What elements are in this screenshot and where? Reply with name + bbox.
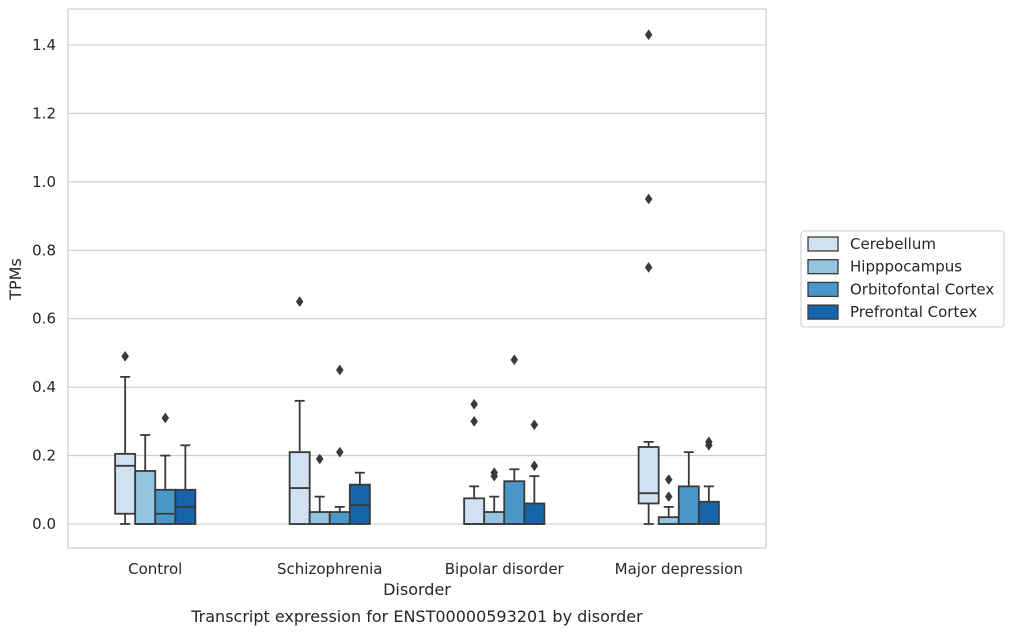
outlier-point: [530, 419, 539, 431]
outlier-point: [644, 193, 653, 205]
box-cerebellum-3: [637, 29, 660, 525]
box-prefrontal-cortex-0: [174, 444, 197, 525]
outlier-point: [121, 350, 129, 362]
legend-swatch: [807, 259, 839, 275]
outlier-point: [295, 296, 304, 308]
box-hipppocampus-0: [134, 434, 157, 525]
box-orbitofontal-cortex-2: [503, 354, 526, 525]
outlier-point: [470, 415, 478, 427]
y-axis-title: TPMs: [6, 258, 25, 301]
box-cerebellum-1: [288, 296, 311, 525]
box-iqr: [637, 446, 660, 505]
x-axis-ticks: Control Schizophrenia Bipolar disorder Majo…: [128, 560, 743, 578]
x-tick-label: Bipolar disorder: [445, 560, 565, 578]
box-iqr: [697, 500, 720, 525]
legend-swatch: [807, 281, 839, 298]
box-iqr: [154, 488, 177, 525]
outlier-point: [664, 474, 673, 485]
legend-label: Orbitofontal Cortex: [850, 280, 994, 298]
box-orbitofontal-cortex-1: [328, 364, 351, 525]
outlier-point: [161, 412, 170, 424]
y-tick-label: 1.2: [32, 104, 56, 122]
box-cerebellum-2: [463, 398, 486, 525]
box-orbitofontal-cortex-3: [677, 451, 700, 525]
box-cerebellum-0: [114, 350, 137, 525]
x-tick-label: Major depression: [615, 560, 743, 578]
legend-label: Hipppocampus: [850, 258, 962, 276]
y-tick-label: 0.2: [32, 447, 56, 465]
box-prefrontal-cortex-2: [523, 419, 546, 525]
box-iqr: [523, 502, 546, 525]
legend-swatch: [807, 236, 839, 252]
box-iqr: [463, 497, 486, 525]
outlier-point: [530, 460, 539, 472]
legend-swatch: [807, 304, 839, 320]
legend-frame: [800, 230, 1005, 328]
outlier-point: [705, 436, 713, 448]
outlier-point: [335, 364, 344, 376]
y-tick-label: 0.8: [32, 241, 56, 259]
outlier-point: [315, 453, 324, 465]
box-iqr: [657, 516, 680, 525]
box-hipppocampus-3: [657, 474, 680, 525]
box-prefrontal-cortex-1: [348, 471, 371, 525]
box-hipppocampus-2: [483, 467, 506, 525]
chart-caption: Transcript expression for ENST0000059320…: [190, 607, 643, 626]
plot-frame: [67, 8, 767, 549]
outlier-point: [470, 398, 478, 410]
box-iqr: [677, 485, 700, 525]
y-tick-label: 1.4: [32, 36, 56, 54]
outlier-point: [490, 467, 499, 479]
box-iqr: [114, 452, 137, 515]
boxes-layer: [114, 29, 720, 525]
grid-lines: [68, 44, 766, 525]
x-tick-label: Control: [128, 560, 182, 578]
outlier-point: [644, 261, 653, 273]
y-tick-label: 0.4: [32, 378, 56, 396]
box-iqr: [328, 511, 351, 525]
box-iqr: [483, 511, 506, 525]
x-tick-label: Schizophrenia: [277, 560, 382, 578]
box-iqr: [503, 480, 526, 525]
legend-items: Cerebellum Hipppocampus Orbitofontal Corte…: [807, 235, 994, 321]
box-prefrontal-cortex-3: [697, 436, 720, 525]
box-iqr: [134, 470, 157, 525]
outlier-point: [510, 354, 519, 366]
y-axis-ticks: 0.0 0.2 0.4 0.6 0.8 1.0 1.2 1.4: [32, 36, 56, 533]
outlier-point: [664, 491, 673, 503]
box-iqr: [308, 511, 331, 525]
legend: Cerebellum Hipppocampus Orbitofontal Corte…: [800, 230, 1005, 328]
y-tick-label: 1.0: [32, 173, 56, 191]
x-axis-title: Disorder: [383, 580, 451, 599]
y-tick-label: 0.0: [32, 515, 56, 533]
y-tick-label: 0.6: [32, 310, 56, 328]
outlier-point: [644, 29, 653, 41]
outlier-point: [335, 446, 344, 458]
legend-label: Cerebellum: [850, 235, 936, 253]
box-orbitofontal-cortex-0: [154, 412, 177, 525]
box-hipppocampus-1: [308, 453, 331, 525]
legend-label: Prefrontal Cortex: [850, 303, 977, 321]
